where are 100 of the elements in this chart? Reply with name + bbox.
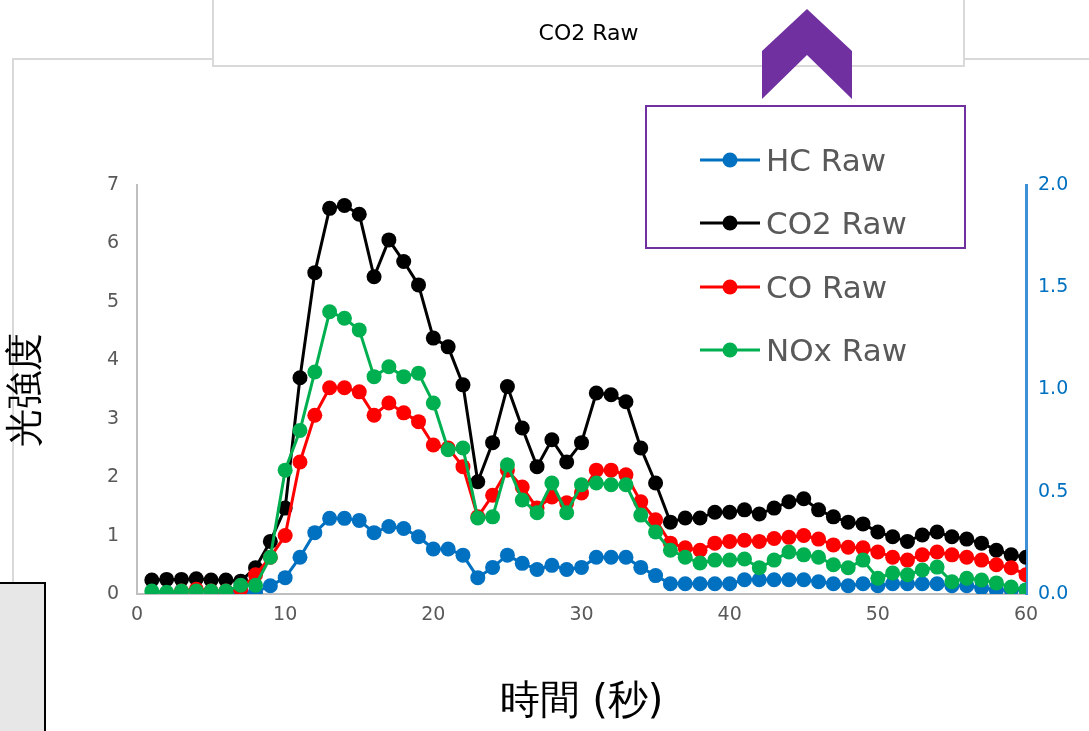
y2-tick-label: 1.0 [1038, 376, 1069, 399]
point [396, 369, 412, 385]
point [455, 547, 471, 563]
point [781, 529, 797, 545]
y-tick-label: 2 [106, 464, 119, 487]
point [322, 380, 338, 396]
point [914, 562, 930, 578]
point [470, 570, 486, 586]
point [633, 440, 649, 456]
point [692, 510, 708, 526]
point [781, 544, 797, 560]
point [766, 572, 782, 588]
point [677, 576, 693, 592]
label-box: CO2 Raw [212, 0, 965, 67]
point [959, 549, 975, 565]
y-tick-label: 4 [106, 347, 119, 370]
point [485, 509, 501, 525]
y2-tick-label: 0.5 [1038, 478, 1069, 501]
point [914, 576, 930, 592]
point [707, 552, 723, 568]
x-tick-label: 50 [865, 602, 890, 625]
point [855, 576, 871, 592]
point [351, 384, 367, 400]
point [396, 254, 412, 270]
point [840, 514, 856, 530]
point [692, 542, 708, 558]
point [440, 541, 456, 557]
y2-tick-label: 0.0 [1038, 580, 1069, 603]
point [825, 576, 841, 592]
point [796, 491, 812, 507]
point [603, 549, 619, 565]
point [485, 559, 501, 575]
point [262, 578, 278, 594]
point [277, 462, 293, 478]
point [411, 277, 427, 293]
point [751, 506, 767, 522]
point [440, 339, 456, 355]
y-tick-label: 3 [106, 405, 119, 428]
y-tick-label: 0 [106, 580, 119, 603]
point [811, 549, 827, 565]
point [885, 549, 901, 565]
point [544, 432, 560, 448]
point [159, 571, 175, 587]
point [292, 549, 308, 565]
point [529, 561, 545, 577]
point [574, 559, 589, 575]
point [662, 576, 678, 592]
point [899, 533, 915, 549]
point [959, 570, 975, 586]
point [870, 544, 886, 560]
point [825, 537, 841, 553]
point [929, 524, 945, 540]
point [855, 540, 871, 556]
point [751, 533, 767, 549]
point [514, 555, 530, 571]
point [677, 549, 693, 565]
legend-label: CO2 Raw [766, 205, 907, 242]
point [944, 547, 960, 563]
point [707, 535, 723, 551]
point [292, 454, 308, 470]
point [840, 578, 856, 594]
point [692, 555, 708, 571]
point [351, 512, 367, 528]
point [588, 549, 604, 565]
point [692, 576, 708, 592]
point [336, 510, 352, 526]
point [381, 359, 397, 375]
point [662, 542, 678, 558]
y-tick-label: 1 [106, 522, 119, 545]
point [499, 457, 515, 473]
point [722, 552, 738, 568]
point [351, 322, 367, 338]
point [736, 572, 752, 588]
point [885, 565, 901, 581]
point [307, 525, 323, 541]
point [974, 572, 990, 588]
point [855, 552, 871, 568]
point [381, 519, 397, 535]
point [307, 364, 323, 380]
point [292, 422, 308, 438]
point [514, 420, 530, 436]
point [929, 559, 945, 575]
point [648, 475, 664, 491]
y-axis-title: 光強度 [1, 332, 46, 447]
point [870, 524, 886, 540]
point [781, 494, 797, 510]
point [648, 568, 664, 584]
point [618, 477, 634, 493]
x-tick-label: 40 [717, 602, 742, 625]
point [396, 405, 412, 421]
point [292, 370, 308, 386]
point [751, 560, 767, 576]
point [588, 475, 604, 491]
point [722, 576, 738, 592]
point [322, 510, 338, 526]
y2-tick-label: 2.0 [1038, 171, 1069, 194]
point [677, 510, 693, 526]
point [411, 365, 427, 381]
point [485, 435, 501, 451]
point [381, 395, 397, 411]
